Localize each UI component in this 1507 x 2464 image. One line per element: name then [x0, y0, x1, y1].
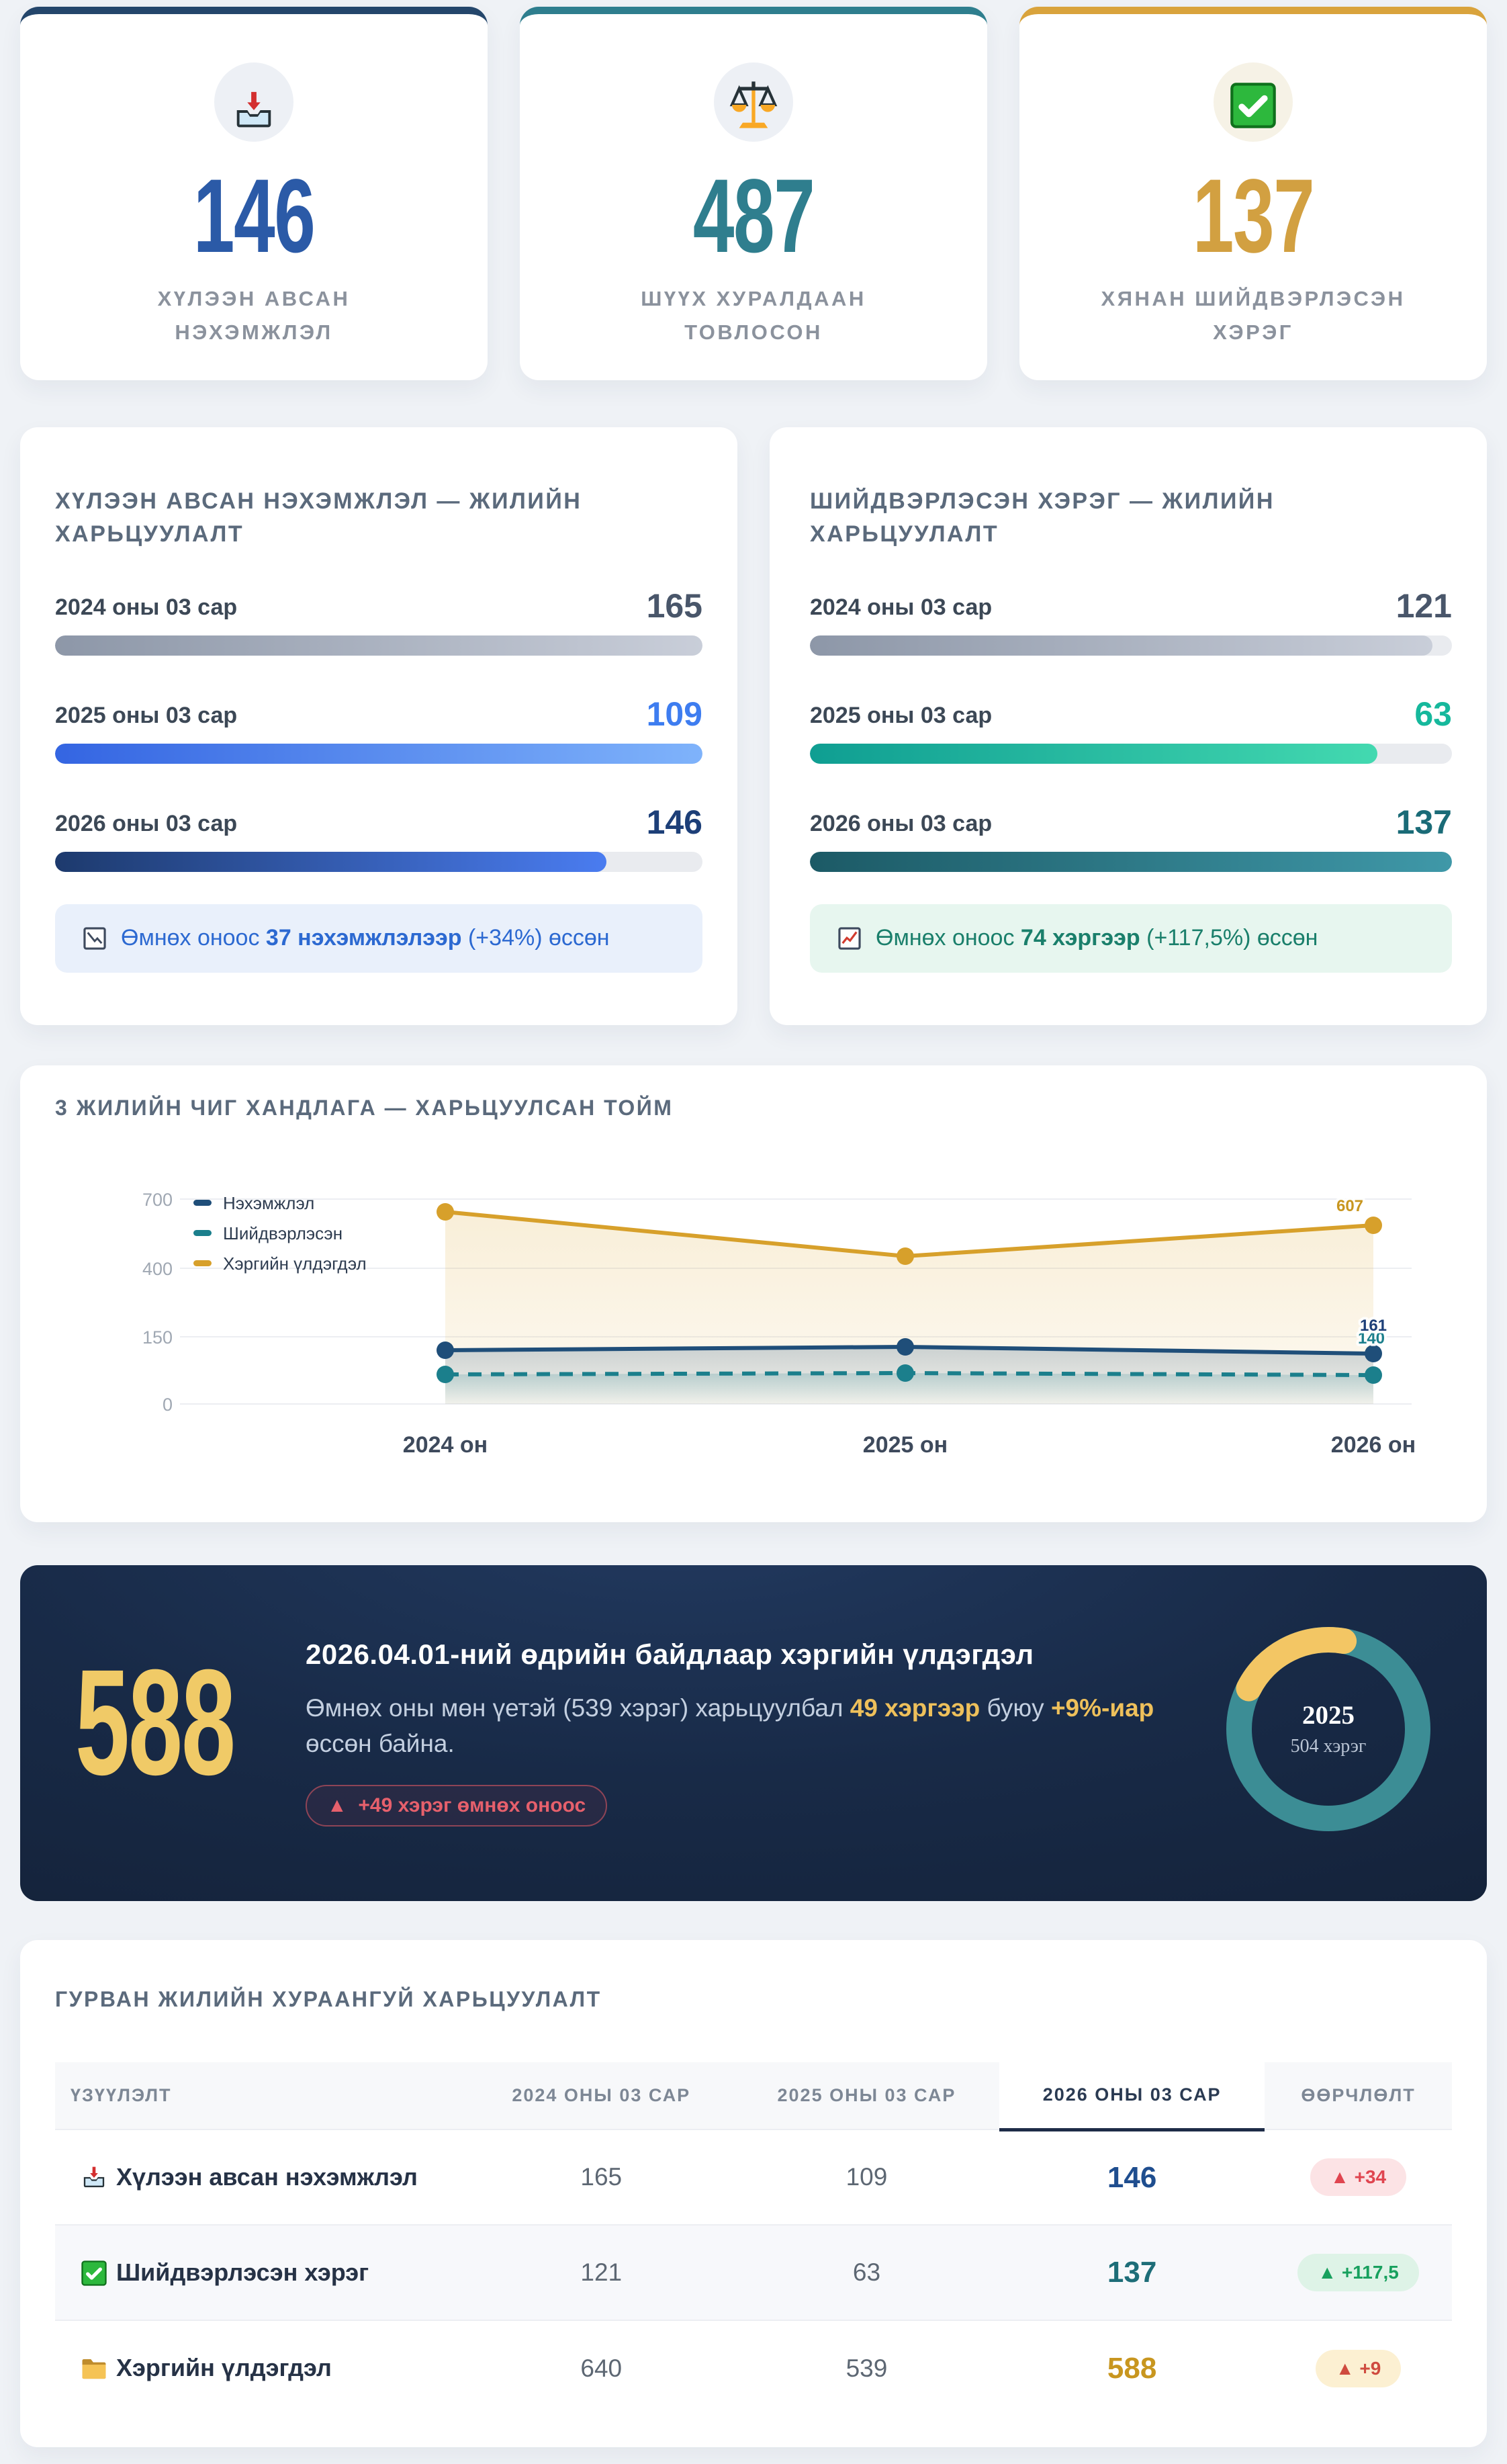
svg-text:400: 400: [142, 1259, 173, 1279]
svg-text:161: 161: [1360, 1317, 1387, 1335]
svg-text:607: 607: [1336, 1197, 1363, 1215]
svg-text:Хэргийн үлдэгдэл: Хэргийн үлдэгдэл: [223, 1253, 367, 1274]
svg-text:2024 он: 2024 он: [403, 1432, 488, 1458]
svg-text:150: 150: [142, 1327, 173, 1348]
svg-text:504 хэрэг: 504 хэрэг: [1291, 1736, 1367, 1757]
svg-text:0: 0: [163, 1395, 173, 1415]
svg-text:Нэхэмжлэл: Нэхэмжлэл: [223, 1193, 314, 1213]
svg-text:2025 он: 2025 он: [863, 1432, 948, 1458]
svg-text:2026 он: 2026 он: [1331, 1432, 1416, 1458]
svg-text:700: 700: [142, 1190, 173, 1210]
svg-text:Шийдвэрлэсэн: Шийдвэрлэсэн: [223, 1223, 342, 1243]
svg-text:140: 140: [1358, 1329, 1385, 1348]
svg-text:2025: 2025: [1302, 1701, 1355, 1730]
